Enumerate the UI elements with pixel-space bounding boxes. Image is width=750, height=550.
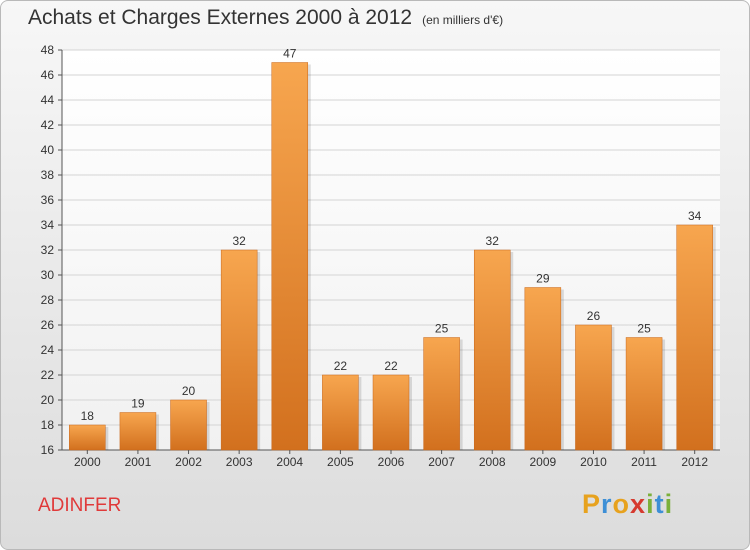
logo-letter: t xyxy=(654,489,665,519)
bar-value-label: 47 xyxy=(283,47,297,61)
x-tick-label: 2007 xyxy=(428,455,455,469)
logo-letter: x xyxy=(630,489,647,519)
y-tick-label: 44 xyxy=(41,93,55,107)
x-tick-label: 2006 xyxy=(378,455,405,469)
bar-value-label: 18 xyxy=(81,409,95,423)
y-tick-label: 28 xyxy=(41,293,55,307)
bar-value-label: 32 xyxy=(486,234,500,248)
bar-value-label: 19 xyxy=(131,397,145,411)
chart-title-text: Achats et Charges Externes 2000 à 2012 xyxy=(28,6,413,29)
commune-name: ADINFER xyxy=(38,495,122,516)
bar-value-label: 20 xyxy=(182,384,196,398)
x-tick-label: 2012 xyxy=(681,455,708,469)
bar xyxy=(220,249,258,451)
y-tick-label: 46 xyxy=(41,68,55,82)
y-tick-label: 16 xyxy=(41,443,55,457)
bar xyxy=(423,337,460,451)
bar xyxy=(271,62,309,451)
y-tick-label: 32 xyxy=(41,243,55,257)
logo-letter: P xyxy=(582,489,602,519)
bar xyxy=(170,399,207,451)
x-tick-label: 2008 xyxy=(479,455,506,469)
bar-value-label: 22 xyxy=(334,359,348,373)
bar-value-label: 32 xyxy=(232,234,246,248)
y-tick-label: 34 xyxy=(41,218,55,232)
chart-title: Achats et Charges Externes 2000 à 2012 (e… xyxy=(28,6,503,30)
logo-letter: r xyxy=(601,489,613,519)
bar xyxy=(676,224,713,451)
y-tick-label: 30 xyxy=(41,268,55,282)
bar xyxy=(473,249,511,451)
y-tick-label: 26 xyxy=(41,318,55,332)
x-tick-label: 2011 xyxy=(631,455,657,469)
y-tick-label: 48 xyxy=(41,43,55,57)
logo-letter: o xyxy=(612,489,631,519)
proxiti-logo[interactable]: Proxiti xyxy=(582,489,673,520)
x-tick-label: 2003 xyxy=(226,455,253,469)
x-tick-label: 2004 xyxy=(276,455,303,469)
y-tick-label: 20 xyxy=(41,393,55,407)
y-tick-label: 38 xyxy=(41,168,55,182)
bar xyxy=(524,287,562,451)
x-tick-label: 2010 xyxy=(580,455,607,469)
bar-value-label: 22 xyxy=(384,359,398,373)
bar-value-label: 26 xyxy=(587,309,601,323)
bar-value-label: 29 xyxy=(536,272,550,286)
y-tick-label: 42 xyxy=(41,118,55,132)
bar xyxy=(575,324,612,451)
bar-value-label: 25 xyxy=(637,322,651,336)
y-tick-label: 36 xyxy=(41,193,55,207)
bar-value-label: 34 xyxy=(688,209,702,223)
bar xyxy=(322,374,359,451)
x-tick-label: 2005 xyxy=(327,455,354,469)
y-tick-label: 18 xyxy=(41,418,55,432)
x-tick-label: 2001 xyxy=(125,455,152,469)
bar xyxy=(372,374,410,451)
x-tick-label: 2009 xyxy=(529,455,556,469)
x-tick-label: 2002 xyxy=(175,455,202,469)
bar xyxy=(119,412,157,451)
bar-value-label: 25 xyxy=(435,322,449,336)
logo-letter: i xyxy=(646,489,655,519)
bar xyxy=(625,337,663,451)
logo-letter: i xyxy=(664,489,674,519)
y-tick-label: 22 xyxy=(41,368,55,382)
chart-unit: (en milliers d'€) xyxy=(422,13,504,27)
x-tick-label: 2000 xyxy=(74,455,101,469)
y-tick-label: 40 xyxy=(41,143,55,157)
y-tick-label: 24 xyxy=(41,343,55,357)
bar xyxy=(69,424,106,451)
